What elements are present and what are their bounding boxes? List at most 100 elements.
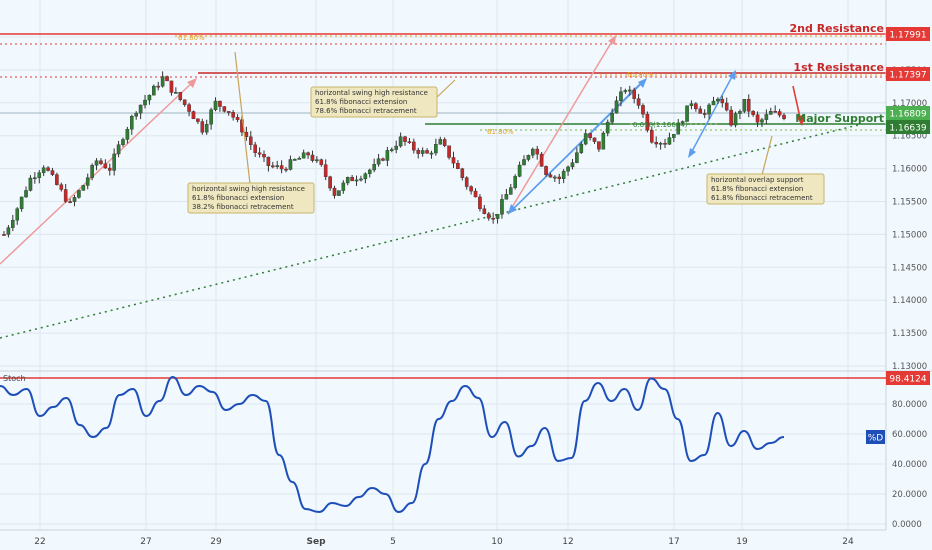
- candle-body: [222, 106, 227, 112]
- annotation-2-pointer: [435, 79, 456, 99]
- time-tick-label: 12: [562, 537, 573, 547]
- price-tick-label: 1.14000: [892, 296, 927, 306]
- candle-body: [504, 194, 509, 200]
- candle-body: [204, 124, 209, 133]
- candle-body: [553, 176, 557, 179]
- candle-body: [672, 134, 676, 138]
- candle-body: [760, 119, 764, 123]
- candle-body: [59, 184, 64, 190]
- first-resistance-price: 1.17397: [889, 71, 926, 81]
- candle-body: [751, 111, 755, 115]
- candle-body: [262, 154, 266, 158]
- stoch-d-line: [0, 375, 785, 514]
- candle-body: [742, 99, 747, 112]
- second-resistance-badge: [886, 27, 930, 41]
- candle-body: [297, 158, 302, 160]
- candle-body: [33, 177, 37, 180]
- candle-body: [508, 187, 513, 195]
- time-tick-label: 19: [736, 537, 748, 547]
- candle-body: [438, 139, 443, 145]
- annotation-1-line-1: horizontal swing high resistance: [192, 185, 305, 193]
- candle-body: [310, 154, 315, 161]
- time-tick-label: 29: [210, 537, 222, 547]
- candle-body: [337, 190, 341, 196]
- swing-arrow-2: [507, 37, 615, 215]
- annotation-1: horizontal swing high resistance 61.8% f…: [187, 51, 315, 214]
- first-resistance-badge: [886, 67, 930, 81]
- candle-body: [592, 137, 597, 142]
- annotation-1-line-2: 61.8% fibonacci extension: [192, 194, 284, 202]
- candle-body: [627, 89, 632, 92]
- annotation-1-line-3: 38.2% fibonacci retracement: [192, 203, 294, 211]
- second-resistance-name: 2nd Resistance: [790, 22, 884, 35]
- candle-body: [28, 177, 33, 191]
- candle-body: [768, 110, 773, 115]
- candle-body: [632, 89, 636, 99]
- candle-body: [279, 165, 284, 170]
- candle-body: [416, 149, 421, 154]
- candle-body: [685, 105, 689, 122]
- first-resistance-name: 1st Resistance: [793, 61, 884, 74]
- candle-body: [81, 185, 86, 191]
- leg-arrow-3: [689, 72, 735, 156]
- candle-body: [50, 170, 55, 175]
- candle-body: [103, 163, 108, 169]
- candle-body: [152, 85, 156, 96]
- candle-body: [354, 179, 359, 182]
- drop-arrow-head: [796, 115, 805, 126]
- leg-arrow-3-head: [728, 70, 736, 80]
- candle-body: [275, 165, 280, 167]
- candle-body: [359, 178, 363, 181]
- price-tick-label: 1.15500: [892, 198, 927, 208]
- candle-body: [248, 136, 253, 146]
- fib-label-d: 0.618(1.16644): [633, 121, 688, 129]
- leg-arrow-3-tail: [688, 148, 696, 158]
- candle-body: [293, 159, 297, 161]
- candle-body: [257, 152, 262, 155]
- candle-body: [451, 157, 456, 164]
- candle-body: [134, 113, 139, 117]
- candle-body: [738, 111, 742, 114]
- price-tick-label: 1.15000: [892, 230, 927, 240]
- candle-body: [636, 98, 641, 106]
- candle-body: [702, 113, 707, 115]
- candle-body: [284, 168, 288, 171]
- stoch-series-label: %D: [868, 434, 884, 444]
- candle-body: [165, 76, 169, 82]
- candle-body: [138, 104, 143, 114]
- price-tick-label: 1.17000: [892, 99, 927, 109]
- candle-body: [200, 121, 205, 133]
- candle-body: [385, 150, 390, 161]
- candle-body: [773, 110, 777, 113]
- candle-body: [381, 158, 385, 161]
- candle-body: [187, 104, 191, 112]
- stoch-tick-label: 60.0000: [892, 430, 927, 440]
- candle-body: [116, 144, 121, 155]
- candle-body: [112, 153, 116, 171]
- time-axis: 22 27 29 Sep 5 10 12 17 19 24: [34, 537, 854, 547]
- candle-body: [63, 189, 68, 202]
- price-tick-label: 1.13500: [892, 329, 927, 339]
- annotation-2-line-1: horizontal swing high resistance: [315, 89, 428, 97]
- time-tick-label: 5: [390, 537, 396, 547]
- candle-body: [614, 100, 619, 114]
- stoch-tick-label: 80.0000: [892, 400, 927, 410]
- stoch-tick-label: 40.0000: [892, 460, 927, 470]
- candle-body: [266, 156, 271, 166]
- candle-body: [160, 76, 165, 87]
- swing-arrow-1: [0, 79, 196, 265]
- candle-body: [583, 133, 588, 145]
- candle-body: [658, 142, 663, 145]
- candle-body: [2, 234, 6, 236]
- stoch-level-value: 98.4124: [889, 375, 926, 385]
- candle-body: [755, 114, 760, 123]
- candle-body: [218, 100, 222, 107]
- time-tick-label: 27: [140, 537, 151, 547]
- candle-body: [15, 208, 20, 221]
- stoch-tick-label: 0.0000: [892, 520, 922, 530]
- candle-body: [694, 103, 698, 110]
- candle-body: [434, 144, 438, 154]
- candle-body: [469, 186, 473, 192]
- candle-body: [548, 174, 553, 178]
